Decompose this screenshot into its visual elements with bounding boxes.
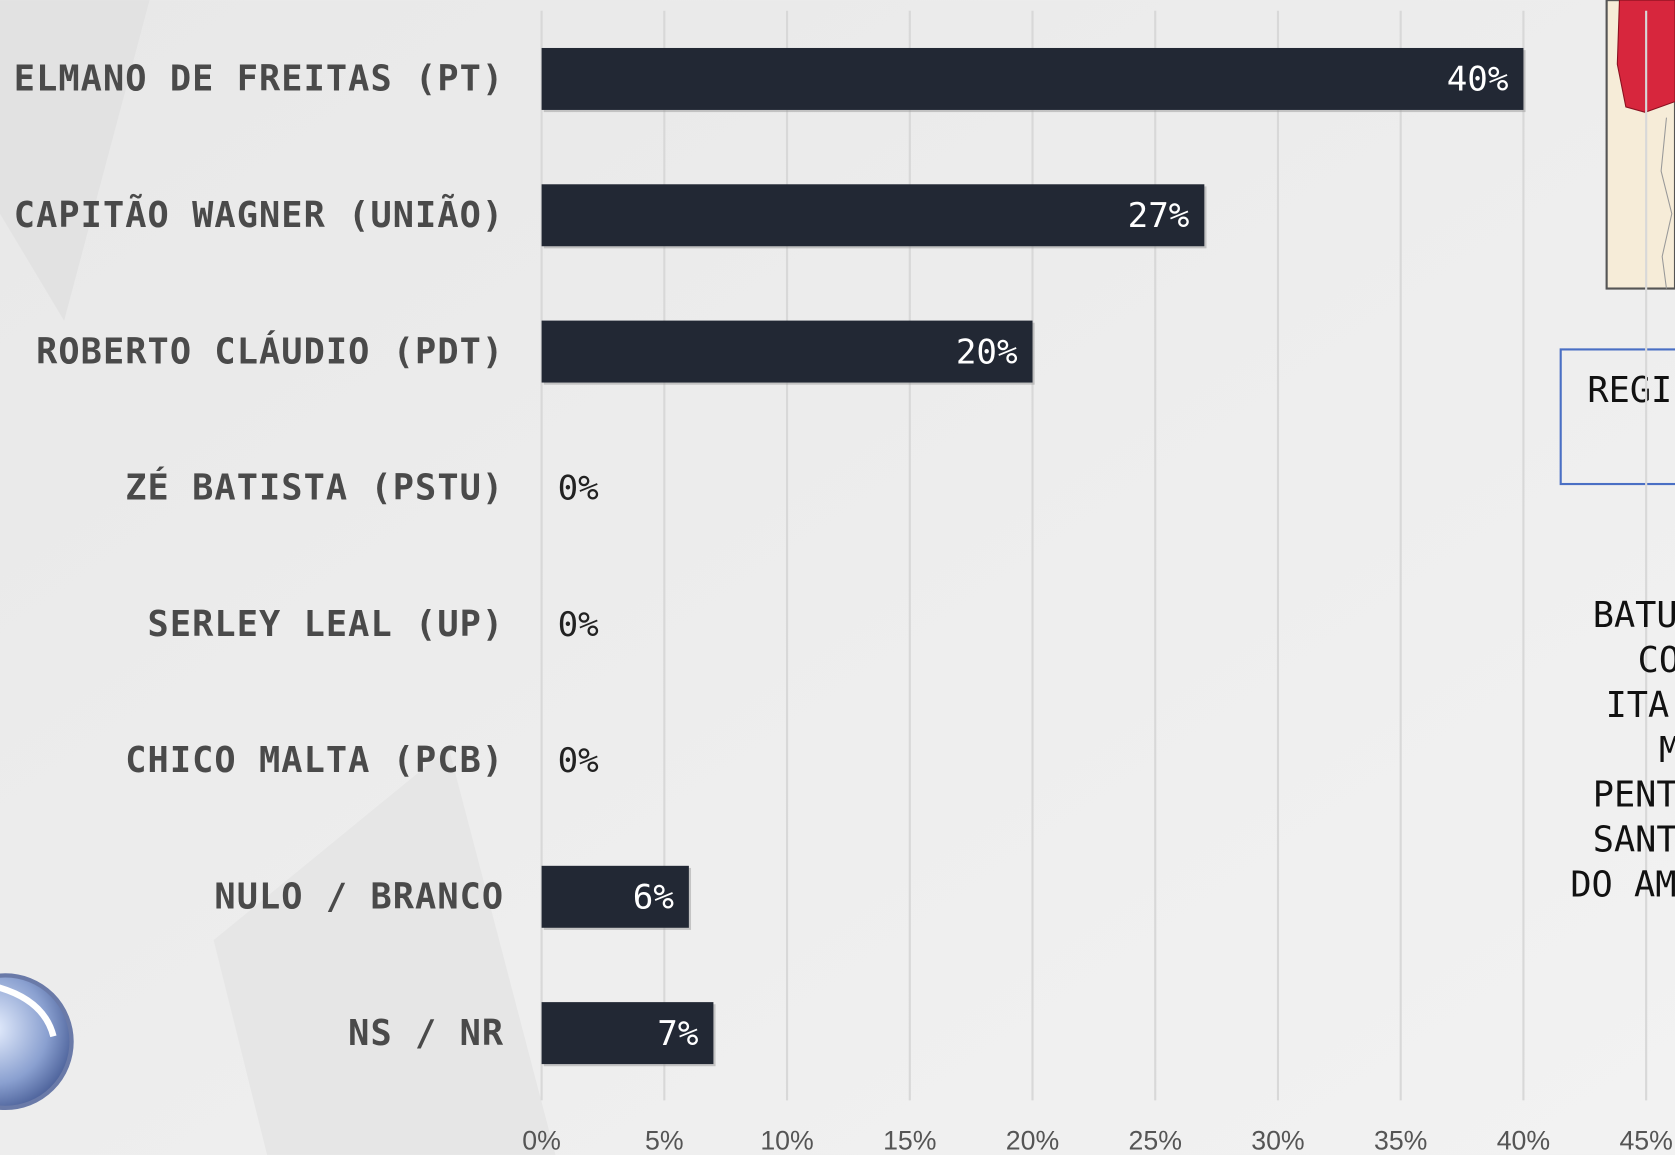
side-box <box>1559 348 1675 486</box>
x-tick-label: 25% <box>1129 1126 1182 1155</box>
side-text: PENT <box>1593 775 1675 816</box>
side-box-text: REGI <box>1587 370 1672 411</box>
side-text: BATU <box>1593 595 1675 636</box>
logo <box>0 973 74 1110</box>
x-tick-label: 5% <box>645 1126 684 1155</box>
x-tick-label: 45% <box>1619 1126 1672 1155</box>
decor <box>0 0 150 321</box>
bar <box>541 1002 714 1065</box>
x-tick-label: 10% <box>760 1126 813 1155</box>
decor <box>213 747 556 1155</box>
side-text: SANT <box>1593 820 1675 861</box>
y-tick-label: SERLEY LEAL (UP) <box>148 604 505 645</box>
value-label: 6% <box>633 878 675 918</box>
value-label: 0% <box>558 469 600 509</box>
bar <box>541 47 1524 110</box>
x-tick-label: 0% <box>522 1126 561 1155</box>
side-text: M <box>1659 730 1675 771</box>
value-label: 7% <box>657 1014 699 1054</box>
map-border <box>1660 117 1673 289</box>
y-tick-label: CHICO MALTA (PCB) <box>125 740 504 781</box>
x-tick-label: 35% <box>1374 1126 1427 1155</box>
y-tick-label: NULO / BRANCO <box>214 877 504 918</box>
bar <box>541 865 689 928</box>
y-tick-label: ELMANO DE FREITAS (PT) <box>14 59 504 100</box>
y-tick-label: ZÉ BATISTA (PSTU) <box>125 467 504 509</box>
bar <box>541 320 1033 383</box>
side-text: ITA <box>1606 685 1670 726</box>
value-label: 20% <box>956 332 1018 372</box>
side-text: CO <box>1638 640 1675 681</box>
side-text: DO AM <box>1570 864 1675 905</box>
x-tick-label: 30% <box>1251 1126 1304 1155</box>
x-tick-label: 40% <box>1497 1126 1550 1155</box>
value-label: 0% <box>558 741 600 781</box>
value-label: 0% <box>558 605 600 645</box>
bar <box>541 184 1205 247</box>
x-tick-label: 20% <box>1006 1126 1059 1155</box>
y-tick-label: CAPITÃO WAGNER (UNIÃO) <box>14 194 504 236</box>
y-tick-label: ROBERTO CLÁUDIO (PDT) <box>36 330 504 372</box>
logo-highlight <box>0 984 57 1038</box>
y-tick-label: NS / NR <box>348 1013 504 1054</box>
value-label: 27% <box>1128 196 1190 236</box>
value-label: 40% <box>1447 60 1509 100</box>
x-tick-label: 15% <box>883 1126 936 1155</box>
